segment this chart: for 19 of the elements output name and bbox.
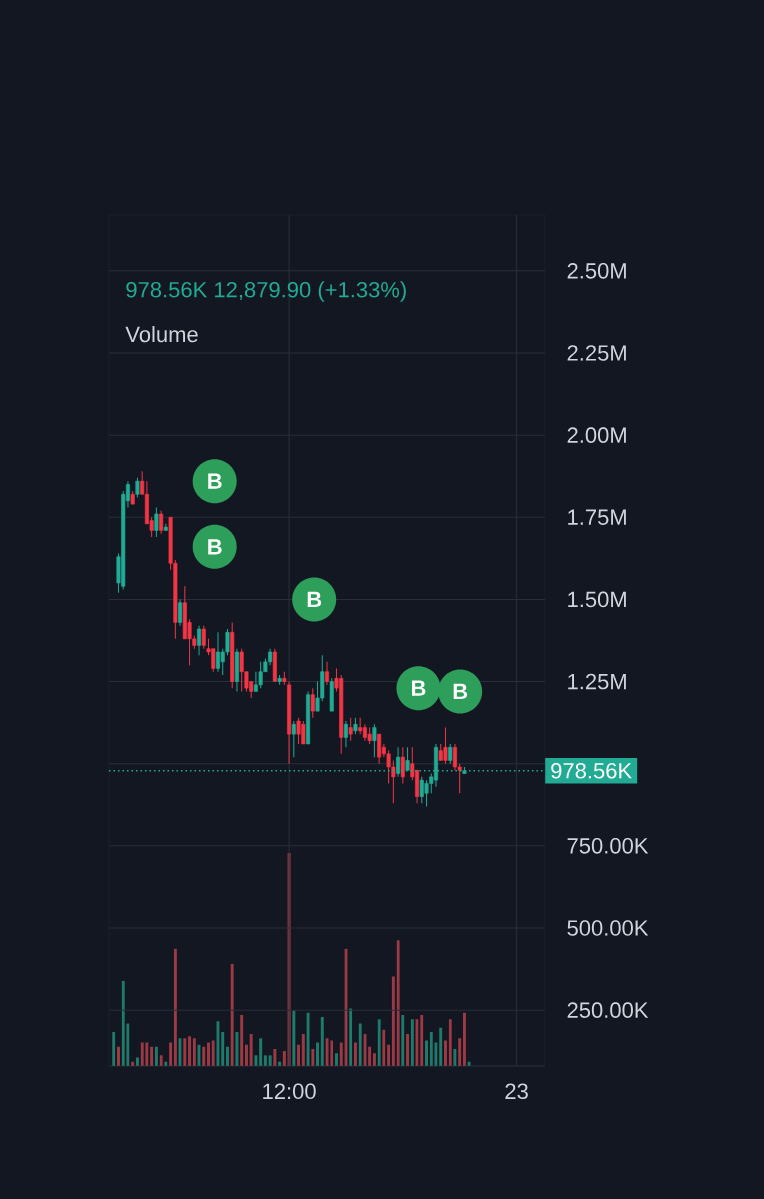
- y-tick-label: 250.00K: [567, 1002, 649, 1018]
- y-tick-label: 1.75M: [568, 509, 626, 525]
- annotation: B: [307, 591, 322, 607]
- annotation: B: [208, 539, 222, 555]
- y-tick-label: 1.50M: [568, 591, 626, 608]
- y-tick-label: 500.00K: [567, 920, 649, 936]
- annotation: B: [208, 473, 222, 489]
- annotation: B: [411, 680, 426, 696]
- annotation: B: [453, 683, 468, 699]
- y-tick-label: 2.00M: [567, 427, 626, 443]
- y-tick-label: 1.25M: [568, 673, 626, 690]
- annotation: 978.56K 12,879.90 (+1.33%): [126, 281, 406, 302]
- y-tick-label: 750.00K: [567, 838, 649, 854]
- ref-line-label: 978.56K: [551, 762, 632, 779]
- y-tick-label: 2.50M: [567, 263, 626, 279]
- annotation: Volume: [125, 326, 198, 343]
- x-tick-label: 12:00: [263, 1083, 316, 1100]
- y-tick-label: 2.25M: [567, 345, 626, 361]
- x-tick-label: 23: [505, 1083, 528, 1100]
